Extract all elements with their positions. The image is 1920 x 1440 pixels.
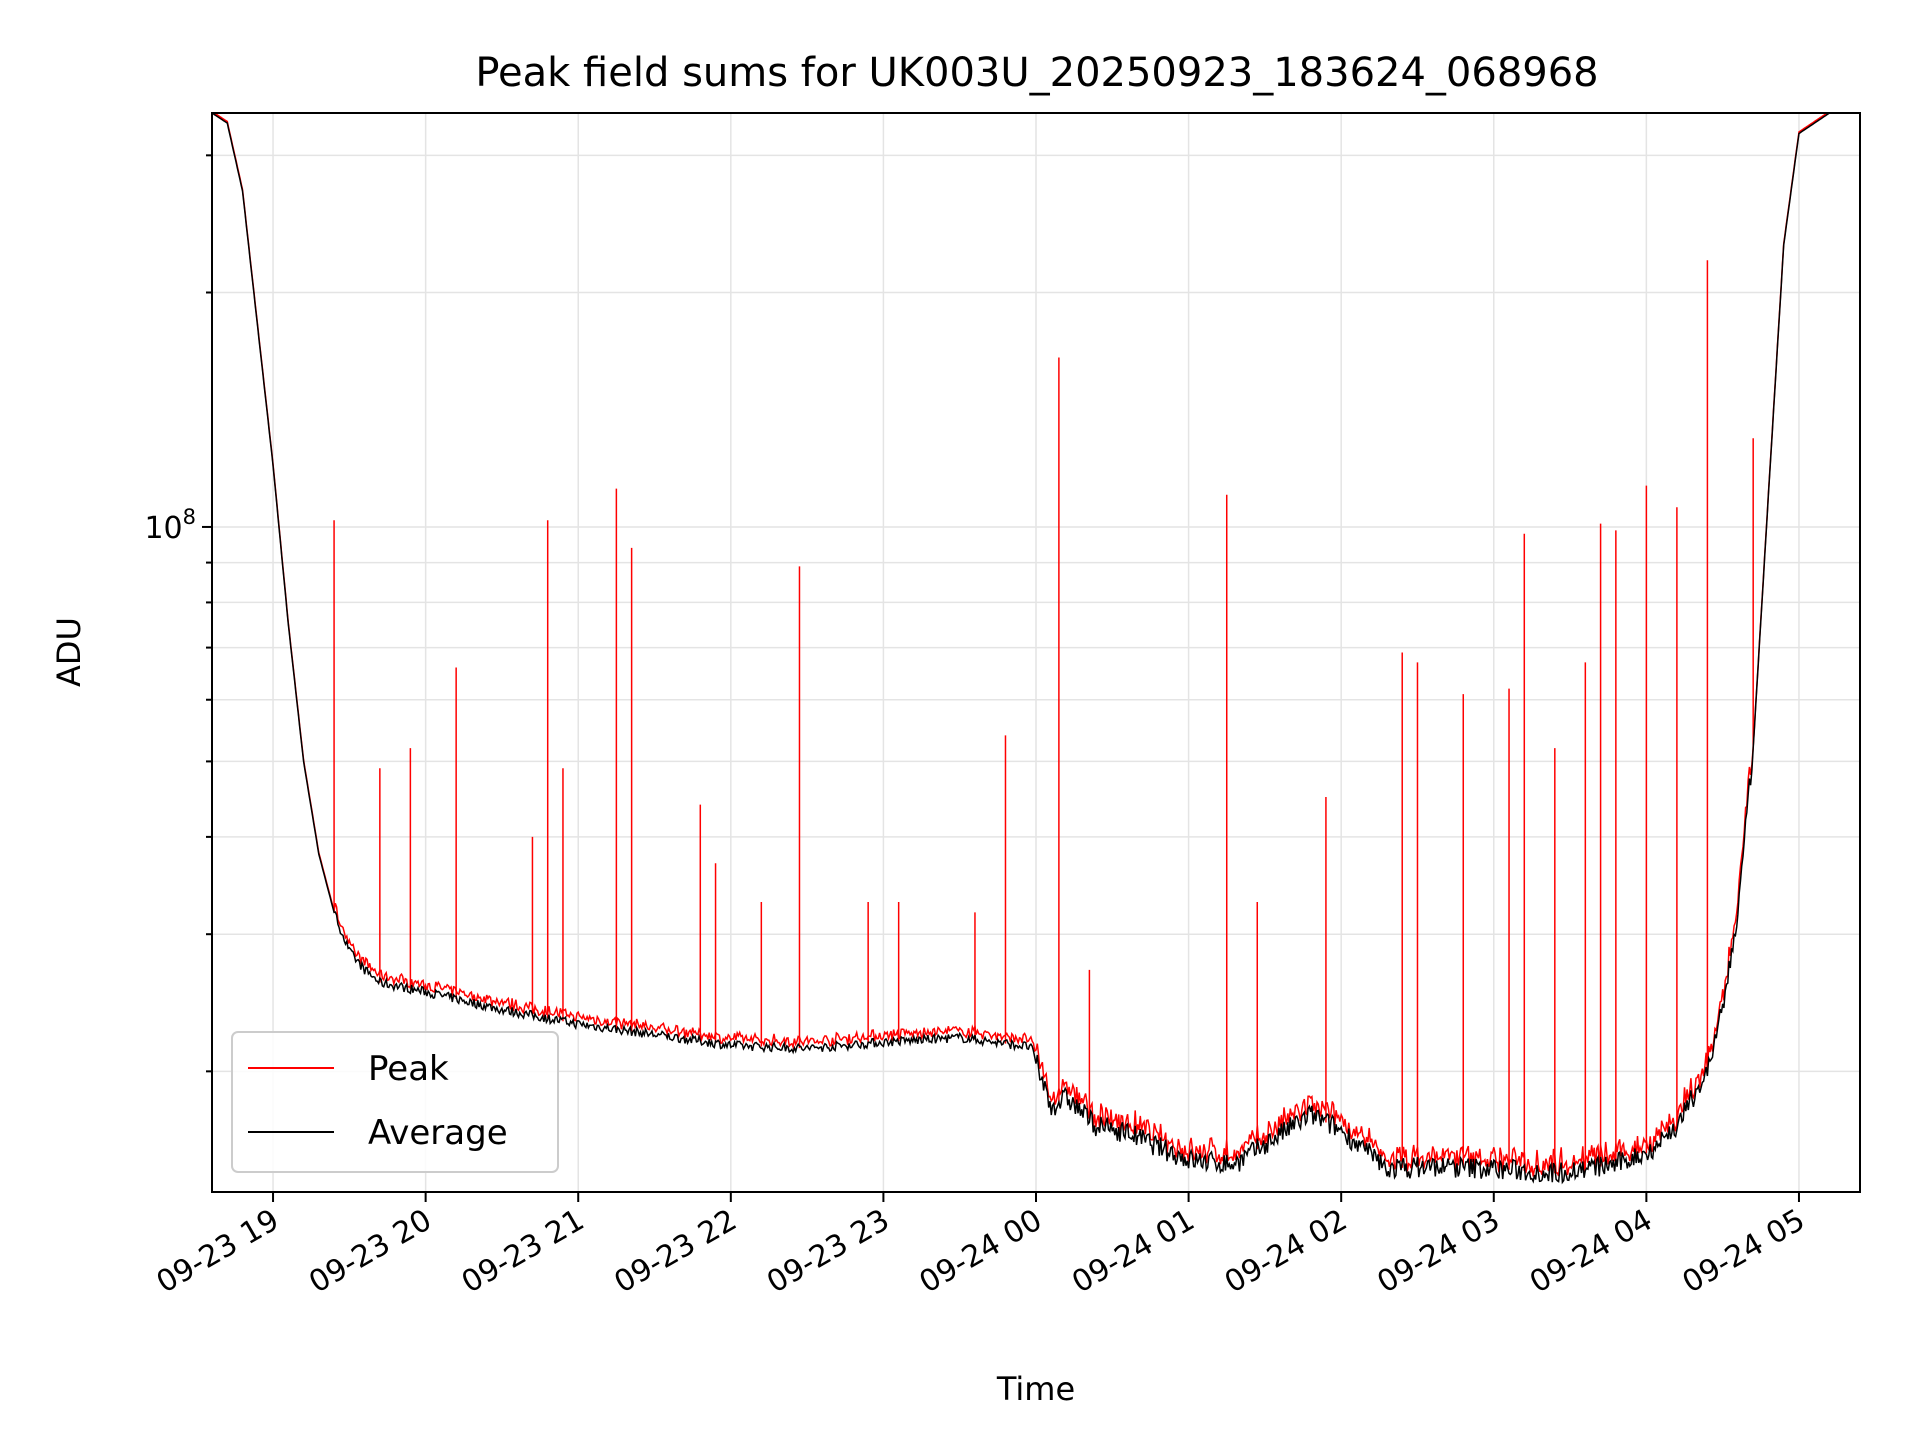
y-tick-label: 108 <box>144 505 196 546</box>
y-axis: 108 <box>144 154 212 1073</box>
series-line-average <box>212 113 1860 1185</box>
legend-label-peak: Peak <box>368 1049 449 1089</box>
series-layer <box>212 113 1860 1185</box>
chart-title: Peak field sums for UK003U_20250923_1836… <box>475 50 1598 96</box>
x-axis-title: Time <box>996 1370 1075 1408</box>
y-axis-title: ADU <box>50 617 88 687</box>
legend: Peak Average <box>231 1031 559 1173</box>
legend-label-average: Average <box>368 1113 508 1153</box>
